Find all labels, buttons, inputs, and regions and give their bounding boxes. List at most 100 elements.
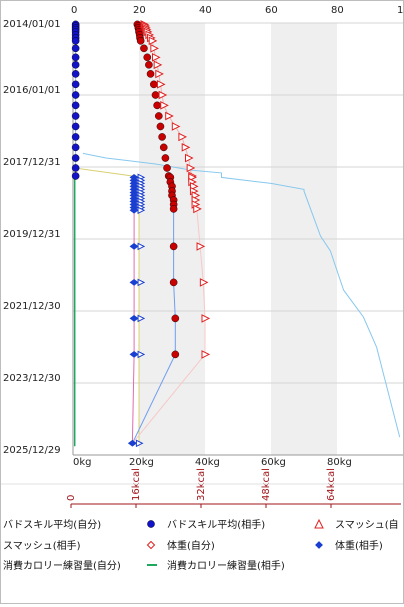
legend-label-0: バドスキル平均(自分) <box>3 518 101 531</box>
series-4-point-7 <box>169 205 178 213</box>
series-1-point-18 <box>159 143 168 152</box>
series-1-point-12 <box>150 80 158 89</box>
series-1-point-20 <box>163 164 171 172</box>
y-tick-label-5: 2023/12/30 <box>3 373 61 384</box>
series-2-point-11 <box>155 69 164 79</box>
series-1-point-11 <box>146 70 155 78</box>
y-tick-label-6: 2025/12/29 <box>3 445 61 456</box>
weight-self-triangle-14 <box>137 314 146 323</box>
series-0-point-12 <box>71 80 80 89</box>
series-1-point-9 <box>143 53 152 62</box>
top-tick-label-2: 40 <box>199 5 212 16</box>
series-5-point-7 <box>193 204 202 214</box>
series-1-point-16 <box>156 122 165 131</box>
y-tick-label-1: 2016/01/01 <box>3 85 61 96</box>
series-0-point-7 <box>71 37 80 45</box>
calorie-tick-label-0: 0 <box>66 495 77 501</box>
series-2-point-10 <box>153 60 163 70</box>
legend-label-2: スマッシュ(自 <box>335 518 399 531</box>
legend-label-3: スマッシュ(相手) <box>3 539 81 552</box>
series-3-point-14 <box>129 315 139 322</box>
bottom-tick-label-4: 80kg <box>327 457 352 468</box>
series-2-point-8 <box>150 44 159 53</box>
series-1-point-8 <box>140 44 148 53</box>
series-line-connector <box>131 354 176 444</box>
series-line-connector-2 <box>132 354 206 444</box>
series-2-point-19 <box>185 153 194 163</box>
legend-marker-1 <box>147 520 155 528</box>
series-0-point-9 <box>71 53 80 62</box>
top-tick-label-1: 20 <box>133 5 146 16</box>
legend-marker-5 <box>315 541 323 549</box>
series-2-point-7 <box>148 36 158 46</box>
series-2-point-20 <box>186 163 196 173</box>
series-1-point-7 <box>136 37 145 45</box>
series-0-point-8 <box>71 44 80 53</box>
series-4-point-11 <box>171 350 180 359</box>
top-tick-label-4: 80 <box>331 5 344 16</box>
series-4-point-10 <box>171 314 180 323</box>
series-2-point-17 <box>178 132 188 142</box>
bottom-tick-label-2: 40kg <box>195 457 220 468</box>
series-1-point-14 <box>153 101 161 110</box>
weight-self-triangle-15 <box>137 350 146 359</box>
series-4-point-9 <box>169 278 178 287</box>
series-0-point-20 <box>71 164 80 172</box>
y-tick-label-4: 2021/12/30 <box>3 301 61 312</box>
series-2-point-15 <box>165 111 174 121</box>
series-5-point-10 <box>201 314 211 323</box>
series-0-point-14 <box>71 101 80 110</box>
weight-self-triangle-12 <box>137 242 146 251</box>
series-1-point-19 <box>161 154 170 162</box>
legend-label-7: 消費カロリー練習量(相手) <box>167 559 285 572</box>
calorie-tick-label-2: 32kcal <box>196 468 207 501</box>
series-marks <box>71 20 211 448</box>
series-line-3 <box>131 177 135 444</box>
series-2-point-18 <box>181 143 191 152</box>
legend-label-6: 消費カロリー練習量(自分) <box>3 559 121 572</box>
series-0-point-10 <box>71 61 80 69</box>
series-5-point-9 <box>199 278 209 287</box>
series-3-point-11 <box>129 206 139 214</box>
series-5-point-8 <box>196 242 206 251</box>
y-tick-label-0: 2014/01/01 <box>3 19 61 30</box>
series-1-point-10 <box>145 61 153 69</box>
calorie-axis: 0 16kcal 32kcal 48kcal 64kcal <box>66 468 401 508</box>
series-3-point-13 <box>129 279 139 286</box>
series-0-point-13 <box>71 91 80 99</box>
series-2-point-9 <box>152 53 161 62</box>
series-1-point-15 <box>154 112 163 120</box>
calorie-tick-label-4: 64kcal <box>326 468 337 501</box>
y-tick-label-2: 2017/12/31 <box>3 157 61 168</box>
series-4-point-8 <box>169 242 178 251</box>
calorie-tick-label-3: 48kcal <box>261 468 272 501</box>
tick-labels: 2014/01/01 2016/01/01 2017/12/31 2019/12/31… <box>3 5 404 468</box>
series-2-point-13 <box>158 90 168 100</box>
series-0-point-15 <box>71 112 80 120</box>
series-3-point-16 <box>127 439 137 447</box>
top-tick-label-0: 0 <box>71 5 77 16</box>
weight-self-triangle-11 <box>137 206 146 215</box>
legend-label-1: バドスキル平均(相手) <box>167 518 265 531</box>
series-3-point-15 <box>129 351 139 358</box>
series-0-point-11 <box>71 70 80 78</box>
series-1-point-17 <box>158 133 166 141</box>
series-1-point-13 <box>151 91 160 99</box>
series-5-point-11 <box>201 350 211 359</box>
series-0-point-21 <box>71 172 80 180</box>
y-tick-label-3: 2019/12/31 <box>3 229 61 240</box>
weight-self-triangle-16 <box>135 439 144 448</box>
top-tick-label-3: 60 <box>265 5 278 16</box>
legend-marker-4 <box>146 540 156 550</box>
series-0-point-17 <box>71 133 80 141</box>
series-0-point-19 <box>71 154 80 162</box>
series-line-7 <box>74 167 140 447</box>
series-3-point-12 <box>129 243 139 250</box>
bottom-tick-label-0: 0kg <box>73 457 92 468</box>
series-2-point-12 <box>156 80 166 89</box>
series-0-point-18 <box>71 143 80 152</box>
calorie-tick-label-1: 16kcal <box>131 468 142 501</box>
